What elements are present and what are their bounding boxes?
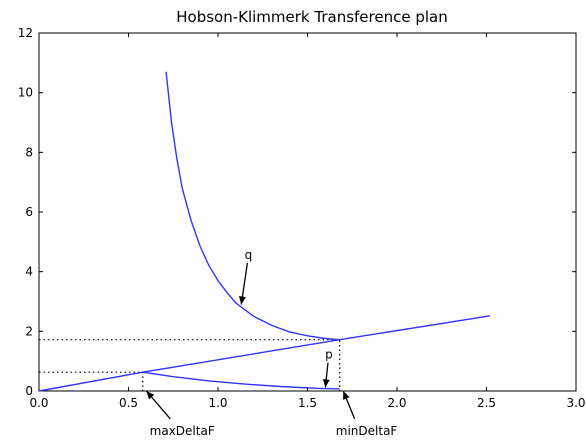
chart-title: Hobson-Klimmerk Transference plan: [176, 8, 448, 26]
y-tick-label: 4: [25, 265, 33, 279]
annotation-label-minDeltaF: minDeltaF: [336, 424, 398, 438]
annotation-label-maxDeltaF: maxDeltaF: [150, 424, 215, 438]
annotation-arrowhead-minDeltaF: [343, 391, 350, 400]
plot-area: 0.0 0.5 1.0 1.5 2.0 2.5 3.0 0 2 4 6 8 10 12 q p maxDelta…: [18, 26, 586, 438]
series-line-unnamed-1: [38, 315, 491, 392]
annotation-label-p: p: [325, 348, 333, 362]
annotation-label-q: q: [245, 248, 253, 262]
y-tick-label: 0: [25, 384, 33, 398]
x-tick-label: 1.0: [208, 396, 227, 410]
x-tick-label: 2.5: [477, 396, 496, 410]
x-tick-label: 0.5: [119, 396, 138, 410]
y-tick-label: 6: [25, 205, 33, 219]
y-tick-label: 10: [18, 86, 33, 100]
dotted-reference-line: [39, 339, 341, 391]
y-tick-label: 8: [25, 145, 33, 159]
y-tick-label: 2: [25, 324, 33, 338]
x-tick-label: 3.0: [566, 396, 585, 410]
annotation-arrowhead-q: [238, 296, 246, 305]
series-line-q: [165, 71, 340, 341]
x-tick-label: 0.0: [29, 396, 48, 410]
plot-frame: [38, 32, 577, 392]
series-line-p: [142, 371, 340, 390]
annotation-arrowhead-maxDeltaF: [146, 391, 155, 400]
x-tick-label: 1.5: [298, 396, 317, 410]
annotation-arrowhead-p: [322, 379, 330, 388]
y-tick-label: 12: [18, 26, 33, 40]
x-tick-label: 2.0: [387, 396, 406, 410]
